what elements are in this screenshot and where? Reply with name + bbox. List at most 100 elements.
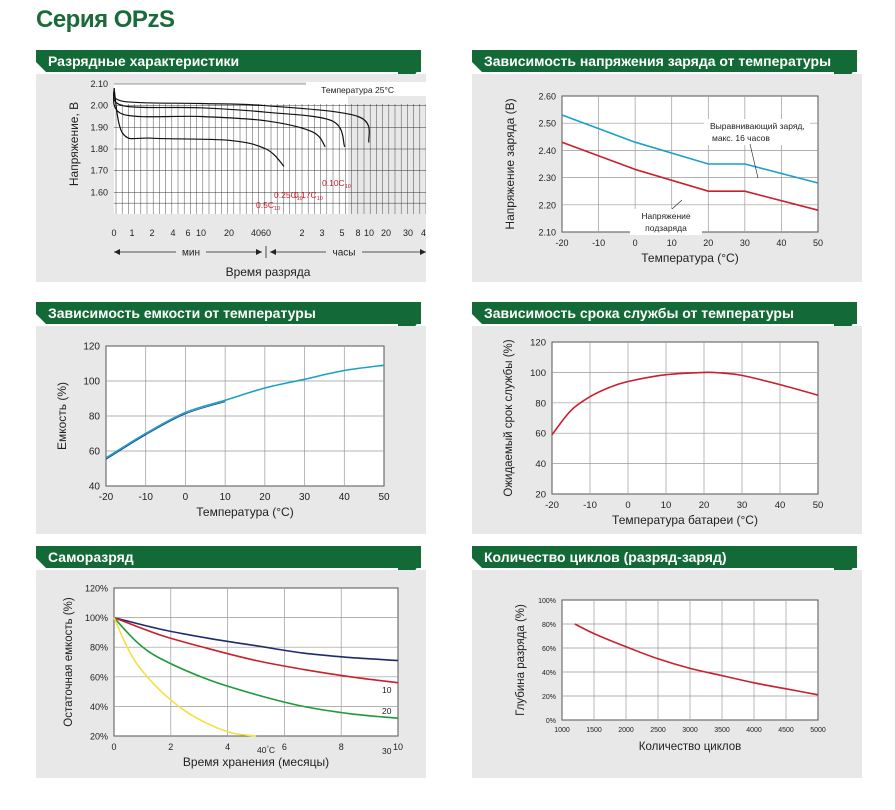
x-tick-label-min: 20 — [224, 228, 234, 238]
x-tick-label: 20 — [699, 500, 710, 511]
x-tick-label: 3500 — [714, 727, 730, 734]
y-axis-label: Напряжение заряда (B) — [503, 98, 517, 229]
page-title: Серия OPzS — [36, 6, 175, 33]
self-discharge-curve — [113, 616, 399, 662]
x-tick-label-min: 40 — [251, 228, 261, 238]
header-tab-decoration — [834, 67, 856, 77]
x-tick-label: 20 — [259, 492, 271, 503]
arrow-head — [420, 249, 426, 255]
panel-header: Количество циклов (разряд-заряд) — [472, 546, 857, 568]
discharge-curve — [113, 88, 285, 167]
annotation-equalize: Выравнивающий заряд, — [710, 121, 805, 131]
x-tick-label: 4000 — [746, 727, 762, 734]
y-axis-label: Остаточная емкость (%) — [63, 597, 75, 727]
y-tick-label: 60 — [535, 429, 546, 440]
y-tick-label: 1.80 — [90, 144, 108, 154]
x-tick-label: 1500 — [586, 727, 602, 734]
y-tick-label: 1.90 — [90, 122, 108, 132]
cycles-curve — [574, 623, 819, 696]
panel-life-temp: Зависимость срока службы от температуры … — [472, 302, 862, 534]
x-tick-label: 0 — [633, 238, 638, 248]
y-tick-label: 2.10 — [538, 228, 556, 238]
plot-area — [113, 587, 399, 737]
y-tick-label: 0% — [546, 718, 556, 725]
unit-hours-label: часы — [333, 248, 356, 259]
x-tick-label: 3000 — [682, 727, 698, 734]
y-tick-label: 20% — [542, 694, 556, 701]
discharge-curve — [113, 87, 370, 143]
y-tick-label: 40 — [535, 459, 546, 470]
x-tick-label-hours: 8 — [355, 228, 360, 238]
panel-self-discharge: Саморазряд 0 2 4 6 8 10 120% 100% 80% 60% 40% 20% Вр… — [36, 546, 426, 778]
y-tick-label: 60 — [89, 447, 101, 458]
x-tick-label-min: 1 — [129, 228, 134, 238]
label-bg — [326, 246, 362, 258]
header-tab-decoration — [398, 563, 420, 573]
charge-voltage-line — [561, 141, 819, 211]
x-tick-label: 4500 — [778, 727, 794, 734]
y-tick-label: 120% — [85, 584, 108, 594]
x-tick-label: 40 — [775, 500, 786, 511]
header-tab-decoration — [834, 319, 856, 329]
panel-header: Зависимость напряжения заряда от темпера… — [472, 50, 857, 72]
y-tick-label: 2.30 — [538, 173, 556, 183]
annotation-pointer — [671, 199, 683, 210]
annotation-bg — [306, 82, 426, 96]
discharge-curve — [113, 88, 326, 148]
y-tick-label: 120 — [530, 338, 546, 349]
x-tick-label-min: 6 — [185, 228, 190, 238]
annotation-pointer — [749, 143, 759, 179]
x-tick-label-min: 4 — [170, 228, 175, 238]
panel-header: Зависимость срока службы от температуры — [472, 302, 857, 324]
annotation-float: Напряжение — [641, 211, 691, 221]
x-tick-label: 10 — [220, 492, 232, 503]
discharge-curve — [113, 88, 346, 148]
x-tick-label-hours: 20 — [381, 228, 391, 238]
x-axis-label: Время разряда — [226, 265, 311, 279]
x-tick-label: 50 — [813, 238, 823, 248]
y-tick-label: 1.70 — [90, 166, 108, 176]
chart-area: 1000 1500 2000 2500 3000 3500 4000 4500 5000 100%… — [472, 570, 862, 778]
x-tick-label-min: 10 — [196, 228, 206, 238]
cycles-chart: 1000 1500 2000 2500 3000 3500 4000 4500 5000 100%… — [515, 598, 826, 753]
y-tick-label: 100 — [83, 377, 100, 388]
series-label: 0.5C10 — [256, 200, 280, 212]
y-tick-label: 2.50 — [538, 119, 556, 129]
charge-voltage-chart: -20 -10 0 10 20 30 40 50 2.60 2.50 2.40 2.30 2.20 2.1… — [503, 92, 823, 266]
y-tick-label: 80% — [90, 643, 108, 653]
x-tick-label: -10 — [583, 500, 597, 511]
chart-area: -20 -10 0 10 20 30 40 50 120 100 80 60 40 20 Температу… — [472, 326, 862, 534]
x-tick-label: -20 — [555, 238, 568, 248]
life-curve — [551, 371, 819, 436]
series-label-30: 30 — [382, 746, 392, 756]
x-tick-label: -10 — [592, 238, 605, 248]
y-tick-label: 100% — [538, 598, 556, 605]
x-axis-label: Температура батареи (°C) — [612, 513, 758, 527]
x-tick-label-hours: 3 — [319, 228, 324, 238]
x-tick-label: -20 — [545, 500, 559, 511]
series-label: 0.25C10 — [274, 190, 303, 202]
x-tick-label: 0 — [183, 492, 189, 503]
y-tick-label: 2.40 — [538, 146, 556, 156]
chart-area: -20 -10 0 10 20 30 40 50 120 100 80 60 40 Температура… — [36, 326, 426, 534]
header-tab-decoration — [398, 319, 420, 329]
charge-voltage-line — [561, 114, 819, 184]
annotation-equalize-hours: макс. 16 часов — [712, 133, 770, 143]
y-tick-label: 120 — [83, 342, 100, 353]
y-tick-label: 40 — [89, 482, 101, 493]
x-tick-label: 2000 — [618, 727, 634, 734]
chart-area: -20 -10 0 10 20 30 40 50 2.60 2.50 2.40 2.30 2.20 2.1… — [472, 74, 862, 282]
series-label-40: 40°C — [257, 745, 275, 755]
y-tick-label: 80 — [535, 398, 546, 409]
x-tick-label: 30 — [299, 492, 311, 503]
x-tick-label: 0 — [625, 500, 630, 511]
x-tick-label: 50 — [813, 500, 824, 511]
y-axis-label: Ожидаемый срок службы (%) — [503, 339, 515, 496]
self-discharge-curve — [113, 616, 399, 684]
x-tick-label: -20 — [99, 492, 114, 503]
x-tick-label: 50 — [378, 492, 390, 503]
y-tick-label: 2.60 — [538, 92, 556, 102]
x-tick-label: 10 — [393, 742, 403, 752]
annotation-float-2: подзаряда — [645, 223, 687, 233]
x-tick-label-min: 0 — [111, 228, 116, 238]
